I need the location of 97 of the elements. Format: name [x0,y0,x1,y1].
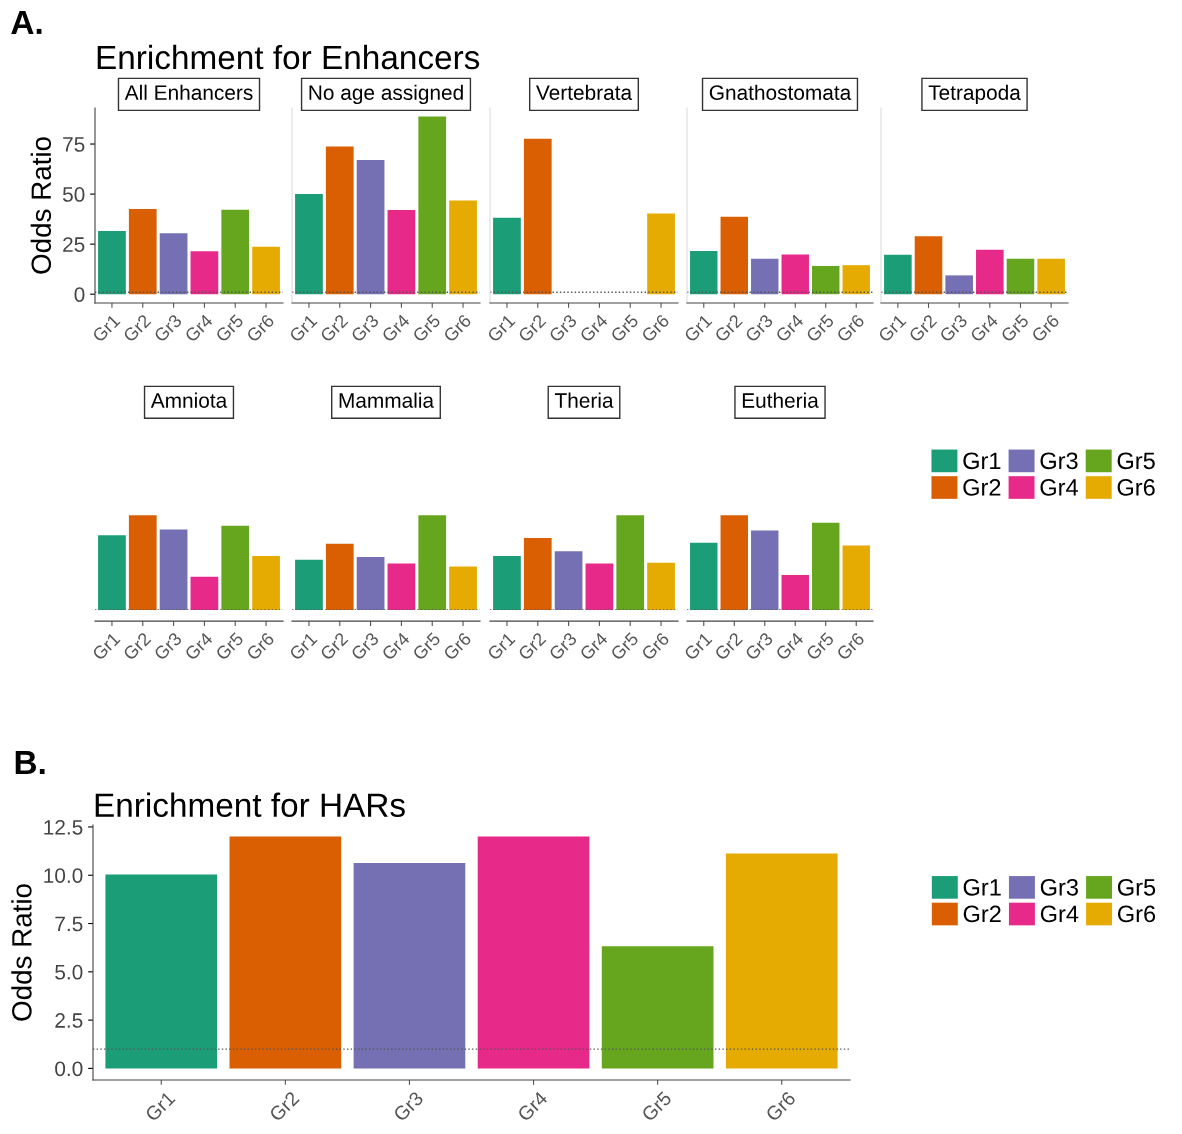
chart-title: Amniota [150,392,228,408]
text: A. [11,10,42,34]
y-tick-label: 0 [74,287,85,302]
x-tick-label: Gr2 [517,631,547,661]
x-tick-label: Gr4 [516,1090,549,1123]
x-tick-label: Gr6 [442,631,472,661]
y-tick-label: 50 [62,187,85,202]
x-tick-label: Gr5 [1000,313,1030,343]
x-tick-label: Gr6 [245,631,275,661]
chart-title: Theria [554,392,614,408]
legend-label: Gr4 [1040,905,1079,923]
x-tick-label: Gr5 [805,313,835,343]
y-axis-title: Odds Ratio [11,884,32,1021]
legend-label: Gr3 [1040,878,1078,896]
x-tick-label: Gr5 [214,313,245,343]
x-tick-label: Gr3 [153,313,183,343]
x-tick-label: Gr2 [319,631,349,661]
legend-label: Gr3 [1040,452,1078,470]
x-tick-label: Gr6 [835,313,866,343]
x-tick-label: Gr3 [938,313,968,343]
x-tick-label: Gr1 [288,631,318,661]
chart-title: Mammalia [339,392,435,408]
x-tick-label: Gr1 [144,1090,176,1123]
y-tick-label: 75 [63,137,85,152]
x-tick-label: Gr4 [381,313,411,343]
legend-label: Gr6 [1117,905,1156,923]
chart-title: Tetrapoda [928,84,1021,105]
x-tick-label: Gr5 [411,631,442,661]
x-tick-label: Gr3 [153,631,183,661]
x-tick-label: Gr5 [411,313,442,343]
x-tick-label: Gr5 [805,631,835,661]
x-tick-label: Gr2 [122,631,152,661]
x-tick-label: Gr2 [713,313,743,343]
x-tick-label: Gr3 [744,631,774,661]
x-tick-label: Gr3 [392,1090,424,1123]
chart-title: Enrichment for HARs [95,792,405,817]
legend-label: Gr4 [1040,479,1078,496]
x-tick-label: Gr3 [350,313,380,343]
chart-title: Vertebrata [536,84,633,100]
y-tick-label: 0.0 [55,1061,83,1077]
x-tick-label: Gr1 [486,631,516,661]
legend-label: Gr5 [1117,452,1155,470]
x-tick-label: Gr6 [245,313,275,343]
x-tick-label: Gr4 [774,631,805,661]
x-tick-label: Gr1 [683,631,713,661]
x-tick-label: Gr1 [288,313,318,343]
y-tick-label: 5.0 [55,964,83,980]
x-tick-label: Gr5 [640,1090,673,1123]
x-tick-label: Gr4 [774,313,805,343]
x-tick-label: Gr6 [640,313,670,343]
x-tick-label: Gr1 [91,313,121,343]
x-tick-label: Gr6 [1030,313,1060,343]
x-tick-label: Gr1 [486,313,516,343]
legend-label: Gr6 [1117,479,1155,496]
legend-label: Gr2 [963,479,1001,496]
x-tick-label: Gr5 [609,631,640,661]
x-tick-label: Gr3 [548,313,578,343]
x-tick-label: Gr4 [969,313,999,343]
y-tick-label: 10.0 [44,868,83,883]
y-tick-label: 2.5 [55,1013,83,1028]
x-tick-label: Gr4 [184,313,214,343]
chart-title: Eutheria [742,392,819,408]
x-tick-label: Gr1 [877,313,907,343]
x-tick-label: Gr3 [548,631,578,661]
x-tick-label: Gr3 [744,313,774,343]
x-tick-label: Gr4 [381,631,411,661]
x-tick-label: Gr6 [442,313,472,343]
y-axis-title: Odds Ratio [30,137,52,274]
x-tick-label: Gr4 [184,631,214,661]
legend-label: Gr1 [963,452,1001,470]
x-tick-label: Gr1 [91,631,121,661]
x-tick-label: Gr1 [683,313,713,343]
x-tick-label: Gr3 [350,631,380,661]
text: Enrichment for Enhancers [97,44,480,70]
x-tick-label: Gr2 [268,1090,300,1123]
x-tick-label: Gr2 [908,313,938,343]
chart-title: Gnathostomata [709,84,852,100]
x-tick-label: Gr2 [713,631,743,661]
x-tick-label: Gr4 [579,631,609,661]
x-tick-label: Gr6 [764,1090,797,1123]
y-tick-label: 25 [63,237,85,252]
x-tick-label: Gr2 [517,313,547,343]
chart-title: All Enhancers [124,84,253,100]
text: B. [15,751,45,774]
x-tick-label: Gr2 [319,313,349,343]
x-tick-label: Gr4 [579,313,609,343]
y-tick-label: 12.5 [44,819,83,835]
x-tick-label: Gr6 [835,631,866,661]
x-tick-label: Gr5 [214,631,245,661]
legend-label: Gr5 [1117,878,1156,896]
legend-label: Gr1 [963,878,1001,896]
legend-label: Gr2 [963,905,1001,923]
chart-title: No age assigned [309,84,463,105]
x-tick-label: Gr2 [122,313,152,343]
x-tick-label: Gr5 [609,313,640,343]
y-tick-label: 7.5 [55,916,83,932]
x-tick-label: Gr6 [640,631,670,661]
